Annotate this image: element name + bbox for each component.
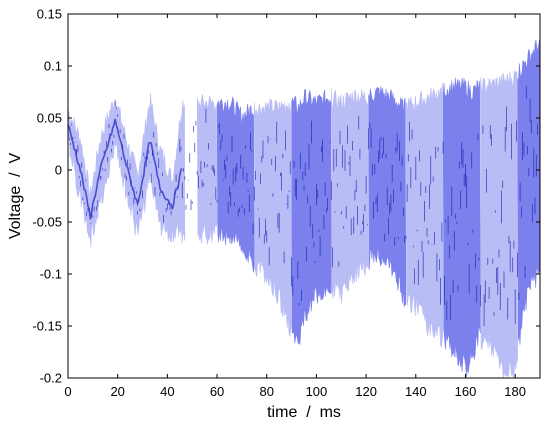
y-tick-label: 0 xyxy=(55,163,62,178)
y-tick-label: 0.15 xyxy=(37,7,62,22)
x-tick-label: 0 xyxy=(64,384,71,399)
x-tick-label: 180 xyxy=(504,384,526,399)
x-tick-label: 100 xyxy=(306,384,328,399)
y-tick-label: -0.05 xyxy=(32,215,62,230)
x-tick-label: 160 xyxy=(455,384,477,399)
signal-band-0 xyxy=(67,93,186,247)
x-tick-label: 40 xyxy=(160,384,174,399)
y-tick-label: 0.1 xyxy=(44,59,62,74)
signal-band-4 xyxy=(291,89,332,345)
plot-frame xyxy=(67,13,541,379)
y-axis-title: Voltage / V xyxy=(7,153,24,240)
x-tick-label: 140 xyxy=(405,384,427,399)
x-tick-label: 20 xyxy=(110,384,124,399)
x-axis-title: time / ms xyxy=(267,404,341,421)
signal-band-8 xyxy=(442,77,481,378)
x-tick-label: 60 xyxy=(210,384,224,399)
signal-trace-oscillation xyxy=(67,118,183,220)
signal-band-9 xyxy=(480,70,518,379)
x-tick-label: 120 xyxy=(355,384,377,399)
x-axis-ticks: 0 20 40 60 80 100 120 140 160 180 xyxy=(64,14,526,399)
y-tick-label: -0.2 xyxy=(40,371,62,386)
signal-bands xyxy=(67,39,541,379)
y-tick-label: 0.05 xyxy=(37,111,62,126)
y-axis-ticks: 0.15 0.1 0.05 0 -0.05 -0.1 -0.15 -0.2 xyxy=(32,7,540,386)
y-tick-label: -0.1 xyxy=(40,267,62,282)
signal-band-5 xyxy=(330,88,369,304)
signal-band-2 xyxy=(216,96,255,273)
y-tick-label: -0.15 xyxy=(32,319,62,334)
x-tick-label: 80 xyxy=(260,384,274,399)
signal-band-1 xyxy=(196,94,218,245)
signal-band-3 xyxy=(254,98,292,337)
